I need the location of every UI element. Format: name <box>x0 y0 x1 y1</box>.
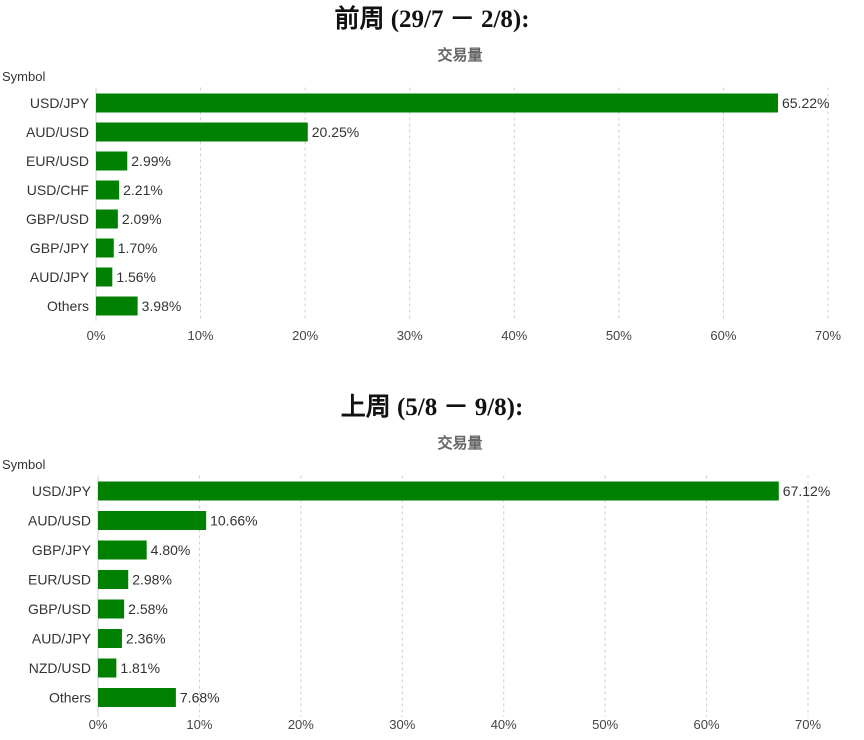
bar <box>96 180 120 200</box>
bar <box>96 93 779 113</box>
x-tick-label: 30% <box>397 328 423 343</box>
bar <box>98 658 117 678</box>
category-label: USD/JPY <box>32 483 92 499</box>
category-label: Others <box>47 298 89 314</box>
y-axis-label: Symbol <box>2 457 45 472</box>
value-label: 10.66% <box>210 513 257 529</box>
value-label: 1.81% <box>120 660 160 676</box>
value-label: 2.58% <box>128 601 168 617</box>
bar <box>98 570 129 589</box>
bar <box>96 238 114 258</box>
category-label: AUD/USD <box>26 124 89 140</box>
category-label: EUR/USD <box>28 572 91 588</box>
chart-title: 交易量 <box>437 434 483 452</box>
category-label: NZD/USD <box>29 660 91 676</box>
bar-chart-last-week: Symbol 0% 10% 20% 30% 40% 50% 60% 70% USD/JPY 67.1… <box>2 457 830 732</box>
x-tick-label: 60% <box>694 717 720 732</box>
bar <box>98 481 779 501</box>
category-label: USD/JPY <box>30 95 90 111</box>
category-label: AUD/USD <box>28 513 91 529</box>
section-heading-previous-week: 前周 (29/7 － 2/8): <box>334 6 530 33</box>
category-label: GBP/USD <box>28 601 91 617</box>
x-tick-label: 70% <box>815 328 841 343</box>
value-label: 4.80% <box>151 542 191 558</box>
chart-title: 交易量 <box>437 46 483 64</box>
value-label: 65.22% <box>782 95 829 111</box>
bar <box>96 267 113 287</box>
x-tick-label: 50% <box>592 717 618 732</box>
bar <box>96 296 138 316</box>
value-label: 2.09% <box>122 211 162 227</box>
value-label: 1.56% <box>116 269 156 285</box>
x-tick-label: 0% <box>89 717 108 732</box>
category-label: Others <box>49 690 91 706</box>
value-label: 2.21% <box>123 182 163 198</box>
category-label: AUD/JPY <box>30 269 90 285</box>
section-heading-last-week: 上周 (5/8 － 9/8): <box>340 394 524 421</box>
x-tick-label: 70% <box>795 717 821 732</box>
x-tick-label: 60% <box>710 328 736 343</box>
x-tick-label: 30% <box>389 717 415 732</box>
value-label: 2.36% <box>126 631 166 647</box>
x-tick-label: 40% <box>501 328 527 343</box>
x-tick-label: 20% <box>292 328 318 343</box>
bar <box>98 688 176 707</box>
x-tick-label: 10% <box>186 717 212 732</box>
value-label: 3.98% <box>142 298 182 314</box>
value-label: 2.99% <box>131 153 171 169</box>
category-label: EUR/USD <box>26 153 89 169</box>
bar <box>98 599 125 619</box>
bar <box>96 122 308 142</box>
value-label: 2.98% <box>132 572 172 588</box>
value-label: 20.25% <box>312 124 359 140</box>
y-axis-label: Symbol <box>2 69 45 84</box>
value-label: 7.68% <box>180 690 220 706</box>
bar <box>96 151 128 171</box>
x-tick-label: 0% <box>87 328 106 343</box>
bar <box>96 209 118 229</box>
category-label: AUD/JPY <box>32 631 92 647</box>
value-label: 1.70% <box>118 240 158 256</box>
category-label: USD/CHF <box>27 182 89 198</box>
x-tick-label: 40% <box>491 717 517 732</box>
bar <box>98 511 207 530</box>
x-tick-label: 20% <box>288 717 314 732</box>
category-label: GBP/JPY <box>30 240 90 256</box>
x-tick-label: 10% <box>188 328 214 343</box>
value-label: 67.12% <box>783 483 830 499</box>
category-label: GBP/USD <box>26 211 89 227</box>
bar <box>98 629 122 648</box>
category-label: GBP/JPY <box>32 542 92 558</box>
bar <box>98 540 147 560</box>
x-tick-label: 50% <box>606 328 632 343</box>
bar-chart-previous-week: Symbol 0% 10% 20% 30% 40% 50% 60% 70% USD/JPY 65.2… <box>2 69 841 343</box>
